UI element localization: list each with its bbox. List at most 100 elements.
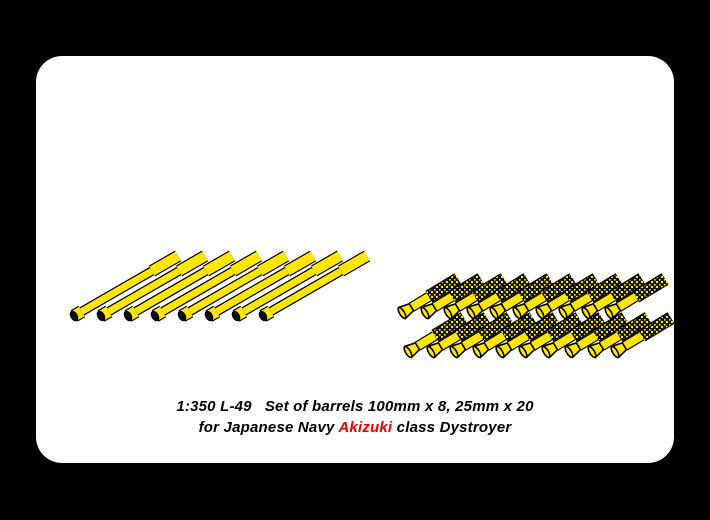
product-card-panel: 1:350 L-49 Set of barrels 100mm x 8, 25m… <box>36 56 674 463</box>
25mm-shaft <box>553 332 576 350</box>
25mm-dark-section <box>495 274 530 302</box>
25mm-shaft <box>593 293 616 311</box>
25mm-muzzle-face <box>420 306 430 320</box>
25mm-barrel <box>604 273 669 320</box>
100mm-barrel-group <box>69 250 371 322</box>
25mm-shaft <box>438 332 461 350</box>
25mm-dark-section <box>593 313 628 341</box>
25mm-muzzle-face <box>518 345 528 359</box>
25mm-dark-section <box>524 313 559 341</box>
100mm-barrel <box>204 250 317 322</box>
caption-prefix: for Japanese Navy <box>198 419 339 436</box>
25mm-barrel <box>472 312 537 359</box>
25mm-dark-section <box>449 274 484 302</box>
25mm-muzzle-face <box>449 345 459 359</box>
25mm-shaft <box>415 332 438 350</box>
100mm-shaft <box>134 267 208 315</box>
25mm-barrel <box>512 273 577 320</box>
100mm-barrel <box>96 250 209 322</box>
25mm-shaft <box>507 332 530 350</box>
25mm-shaft <box>530 332 553 350</box>
25mm-dark-section <box>455 313 490 341</box>
25mm-muzzle-face <box>587 345 597 359</box>
25mm-dark-section <box>426 274 461 302</box>
100mm-barrel <box>258 250 371 322</box>
25mm-barrel <box>535 273 600 320</box>
100mm-breech <box>311 251 343 276</box>
25mm-dark-section <box>570 313 605 341</box>
25mm-barrel <box>564 312 629 359</box>
100mm-breech <box>338 251 370 276</box>
25mm-barrel <box>403 312 468 359</box>
25mm-muzzle-face <box>541 345 551 359</box>
25mm-dark-section <box>547 313 582 341</box>
100mm-muzzle-face <box>150 310 160 322</box>
25mm-barrel-group-row1 <box>397 273 669 320</box>
25mm-dark-section <box>518 274 553 302</box>
25mm-barrel <box>610 312 674 359</box>
100mm-shaft <box>107 267 181 315</box>
100mm-muzzle-face <box>96 310 106 322</box>
100mm-breech <box>203 251 235 276</box>
25mm-shaft <box>478 293 501 311</box>
25mm-barrel <box>449 312 514 359</box>
25mm-dark-section <box>616 313 651 341</box>
25mm-barrel <box>426 312 491 359</box>
25mm-shaft <box>455 293 478 311</box>
25mm-shaft <box>461 332 484 350</box>
100mm-muzzle-face <box>123 310 133 322</box>
25mm-dark-section <box>432 313 467 341</box>
100mm-breech <box>230 251 262 276</box>
caption-line-1: 1:350 L-49 Set of barrels 100mm x 8, 25m… <box>176 398 534 415</box>
25mm-barrel <box>495 312 560 359</box>
100mm-muzzle-face <box>177 310 187 322</box>
25mm-muzzle-face <box>397 306 407 320</box>
100mm-muzzle-face <box>258 310 268 322</box>
25mm-muzzle-face <box>564 345 574 359</box>
25mm-barrel <box>518 312 583 359</box>
100mm-shaft <box>188 267 262 315</box>
25mm-dark-section <box>472 274 507 302</box>
25mm-shaft <box>501 293 524 311</box>
25mm-shaft <box>622 332 645 350</box>
100mm-shaft <box>242 267 316 315</box>
25mm-muzzle-face <box>472 345 482 359</box>
barrel-set-illustration <box>69 250 674 359</box>
25mm-barrel <box>541 312 606 359</box>
25mm-shaft <box>547 293 570 311</box>
25mm-shaft <box>484 332 507 350</box>
25mm-dark-section <box>587 274 622 302</box>
100mm-shaft <box>80 267 154 315</box>
25mm-shaft <box>616 293 639 311</box>
25mm-muzzle-face <box>403 345 413 359</box>
25mm-muzzle-face <box>426 345 436 359</box>
25mm-muzzle-face <box>495 345 505 359</box>
25mm-barrel <box>397 273 462 320</box>
100mm-breech <box>176 251 208 276</box>
25mm-shaft <box>432 293 455 311</box>
caption-block: 1:350 L-49 Set of barrels 100mm x 8, 25m… <box>36 396 674 438</box>
100mm-barrel <box>231 250 344 322</box>
100mm-barrel <box>123 250 236 322</box>
100mm-muzzle-face <box>69 310 79 322</box>
25mm-barrel <box>443 273 508 320</box>
25mm-dark-section <box>478 313 513 341</box>
100mm-breech <box>257 251 289 276</box>
100mm-shaft <box>161 267 235 315</box>
25mm-barrel <box>420 273 485 320</box>
25mm-shaft <box>524 293 547 311</box>
25mm-barrel <box>581 273 646 320</box>
25mm-dark-section <box>564 274 599 302</box>
100mm-muzzle-face <box>231 310 241 322</box>
100mm-breech <box>149 251 181 276</box>
25mm-barrel-group-row2 <box>403 312 674 359</box>
25mm-dark-section <box>541 274 576 302</box>
100mm-barrel <box>69 250 182 322</box>
25mm-shaft <box>576 332 599 350</box>
100mm-barrel <box>177 250 290 322</box>
25mm-shaft <box>599 332 622 350</box>
25mm-dark-section <box>610 274 645 302</box>
25mm-shaft <box>409 293 432 311</box>
25mm-dark-section <box>501 313 536 341</box>
